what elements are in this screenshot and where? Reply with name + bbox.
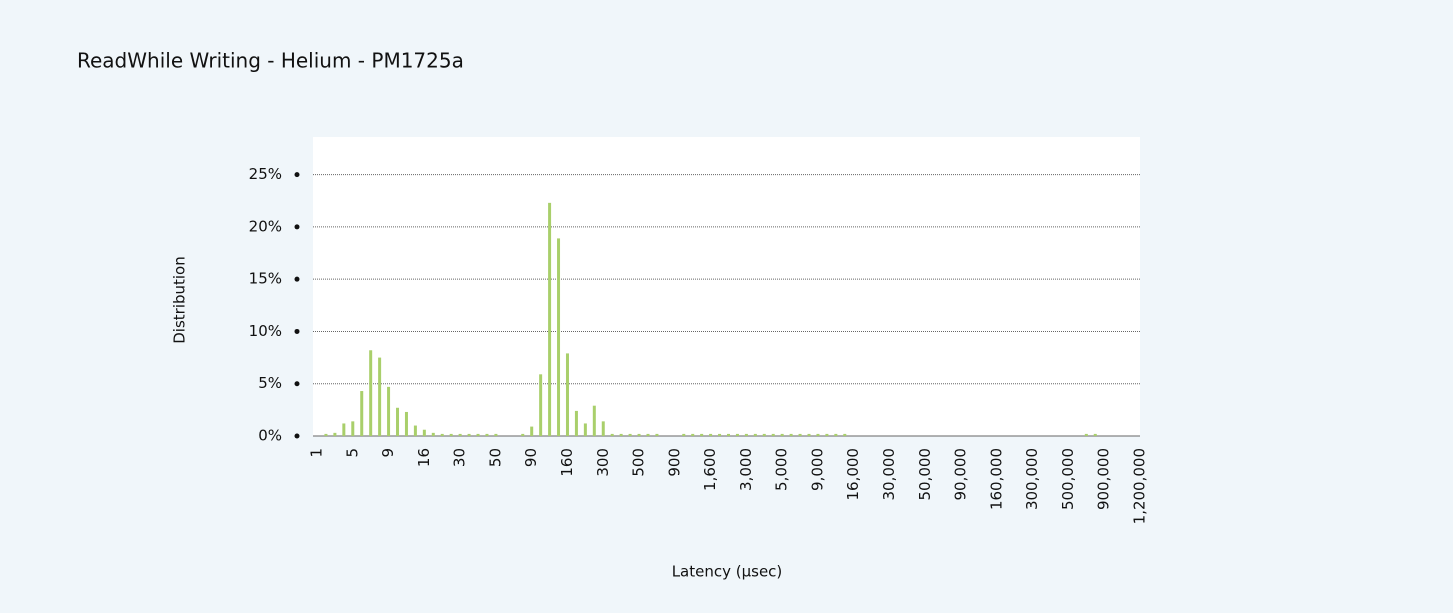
- bar: [324, 433, 328, 436]
- bar: [422, 429, 426, 436]
- y-tick-mark: [294, 276, 300, 282]
- y-tick-mark: [294, 381, 300, 387]
- x-tick-label: 30,000: [880, 448, 898, 501]
- bar: [458, 433, 462, 436]
- bar: [342, 423, 346, 436]
- bar: [807, 433, 811, 436]
- y-tick-label: 15%: [249, 270, 282, 288]
- bar: [718, 433, 722, 436]
- bar: [440, 433, 444, 436]
- bar: [431, 432, 435, 436]
- y-tick-mark: [294, 224, 300, 230]
- x-tick-label: 160,000: [987, 448, 1005, 510]
- bar: [753, 433, 757, 436]
- bar: [413, 425, 417, 436]
- bar: [780, 433, 784, 436]
- bar: [610, 433, 614, 436]
- x-tick-label: 16,000: [844, 448, 862, 501]
- y-tick-label: 20%: [249, 217, 282, 235]
- bar: [601, 421, 605, 436]
- x-tick-label: 1,200,000: [1131, 448, 1149, 524]
- x-tick-label: 50,000: [916, 448, 934, 501]
- x-tick-label: 500: [630, 448, 648, 477]
- bar: [789, 433, 793, 436]
- x-tick-label: 1,600: [701, 448, 719, 491]
- bar: [646, 433, 650, 436]
- bar: [762, 433, 766, 436]
- bar: [449, 433, 453, 436]
- y-tick-label: 0%: [258, 427, 282, 445]
- bar: [476, 433, 480, 436]
- x-tick-label: 5,000: [773, 448, 791, 491]
- bar: [628, 433, 632, 436]
- x-tick-label: 9: [379, 448, 397, 458]
- bar: [735, 433, 739, 436]
- x-tick-label: 3,000: [737, 448, 755, 491]
- x-tick-label: 1: [308, 448, 326, 458]
- bar: [574, 410, 578, 436]
- y-tick-label: 5%: [258, 374, 282, 392]
- bar: [1093, 433, 1097, 436]
- x-tick-label: 16: [415, 448, 433, 467]
- x-tick-label: 30: [451, 448, 469, 467]
- bar: [467, 433, 471, 436]
- bar: [709, 433, 713, 436]
- bar: [387, 386, 391, 436]
- bar: [771, 433, 775, 436]
- bar: [1084, 433, 1088, 436]
- x-tick-label: 9,000: [808, 448, 826, 491]
- bar: [557, 238, 561, 436]
- y-tick-label: 25%: [249, 165, 282, 183]
- x-tick-label: 900: [665, 448, 683, 477]
- x-tick-label: 300: [594, 448, 612, 477]
- bar: [404, 411, 408, 436]
- x-tick-label: 500,000: [1059, 448, 1077, 510]
- x-tick-label: 90: [522, 448, 540, 467]
- bar: [816, 433, 820, 436]
- bar: [351, 421, 355, 436]
- bar: [360, 391, 364, 436]
- x-tick-label: 50: [486, 448, 504, 467]
- x-tick-label: 160: [558, 448, 576, 477]
- bar: [396, 407, 400, 436]
- bar: [700, 433, 704, 436]
- chart-title: ReadWhile Writing - Helium - PM1725a: [77, 49, 464, 73]
- bar: [834, 433, 838, 436]
- plot-area: [313, 137, 1140, 436]
- x-tick-label: 5: [343, 448, 361, 458]
- bar: [727, 433, 730, 436]
- bar: [798, 433, 802, 436]
- y-tick-mark: [294, 328, 300, 334]
- bar: [583, 423, 587, 436]
- bar: [744, 433, 748, 436]
- x-tick-label: 90,000: [952, 448, 970, 501]
- y-axis-label: Distribution: [171, 256, 189, 344]
- x-axis-label: Latency (µsec): [672, 563, 783, 581]
- x-tick-label: 300,000: [1023, 448, 1041, 510]
- bar: [691, 433, 695, 436]
- bar: [494, 433, 498, 436]
- bar: [521, 433, 525, 436]
- bar: [637, 433, 641, 436]
- bar: [548, 202, 552, 436]
- bar: [369, 350, 373, 436]
- bar: [530, 426, 534, 436]
- bar: [378, 357, 382, 436]
- x-tick-label: 900,000: [1095, 448, 1113, 510]
- bar: [485, 433, 489, 436]
- bar: [619, 433, 623, 436]
- bar: [825, 433, 829, 436]
- y-tick-label: 10%: [249, 322, 282, 340]
- bar: [565, 353, 569, 436]
- bar: [539, 374, 543, 436]
- y-tick-mark: [294, 172, 300, 178]
- y-tick-mark: [294, 433, 300, 439]
- bar: [655, 433, 659, 436]
- bar: [843, 433, 847, 436]
- bar: [333, 432, 337, 436]
- bar: [592, 405, 596, 436]
- bar: [682, 433, 686, 436]
